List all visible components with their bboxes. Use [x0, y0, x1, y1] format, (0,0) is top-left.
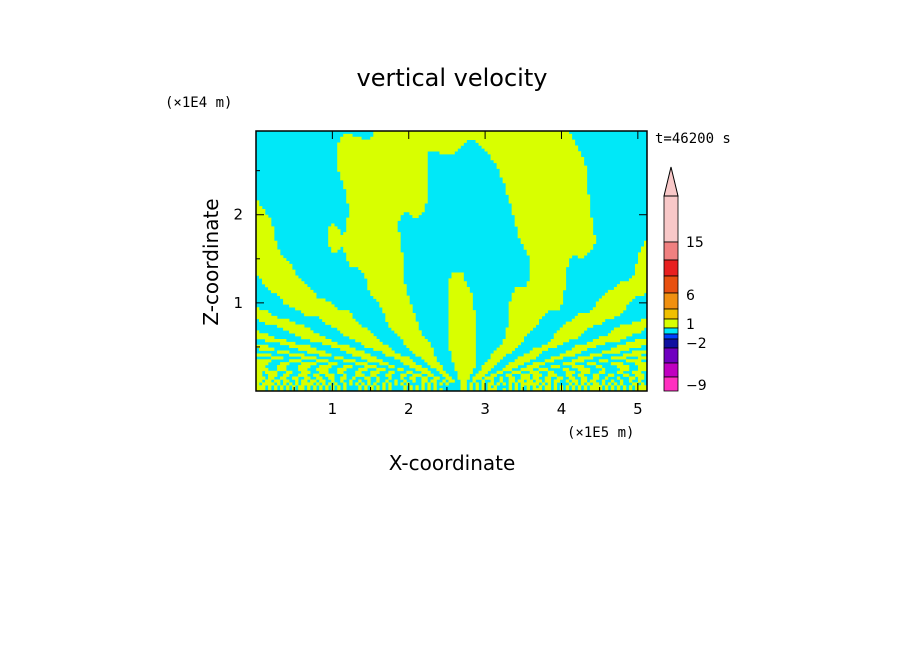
x-tick-label: 5	[633, 400, 643, 418]
colorbar-segment	[663, 195, 679, 243]
colorbar-segment	[663, 333, 679, 340]
y-tick-label: 2	[233, 206, 243, 224]
y-unit-label: (×1E4 m)	[165, 95, 232, 111]
x-unit-label: (×1E5 m)	[567, 425, 634, 441]
colorbar-labels: 15 6 1 −2 −9	[686, 235, 707, 394]
colorbar-segment	[663, 275, 679, 294]
y-tick-label: 1	[233, 294, 243, 312]
time-label: t=46200 s	[655, 131, 731, 147]
x-ticks: 1 2 3 4 5	[293, 131, 643, 418]
velocity-field	[256, 131, 647, 391]
x-tick-label: 1	[328, 400, 338, 418]
colorbar-segment	[663, 362, 679, 378]
colorbar-label: 15	[686, 235, 704, 251]
x-tick-label: 2	[404, 400, 414, 418]
colorbar-segment	[663, 376, 679, 392]
x-tick-label: 3	[480, 400, 490, 418]
colorbar-segment	[663, 338, 679, 349]
colorbar	[663, 166, 679, 392]
y-ticks: 12	[233, 170, 647, 348]
colorbar-label: 6	[686, 288, 695, 304]
colorbar-label: 1	[686, 317, 695, 333]
colorbar-segment	[663, 318, 679, 329]
x-tick-label: 4	[557, 400, 567, 418]
colorbar-segment	[663, 308, 679, 320]
y-axis-label: Z-coordinate	[199, 198, 223, 325]
colorbar-segment	[663, 241, 679, 261]
colorbar-segment	[663, 292, 679, 310]
plot-frame	[255, 130, 648, 392]
positive-velocity-region	[256, 131, 647, 391]
colorbar-label: −9	[686, 378, 707, 394]
x-axis-label: X-coordinate	[389, 451, 516, 475]
colorbar-label: −2	[686, 336, 707, 352]
chart-title: vertical velocity	[357, 64, 548, 92]
colorbar-segment	[663, 327, 679, 335]
colorbar-segment	[663, 259, 679, 277]
colorbar-extend-arrow	[663, 166, 679, 197]
colorbar-segment	[663, 347, 679, 364]
